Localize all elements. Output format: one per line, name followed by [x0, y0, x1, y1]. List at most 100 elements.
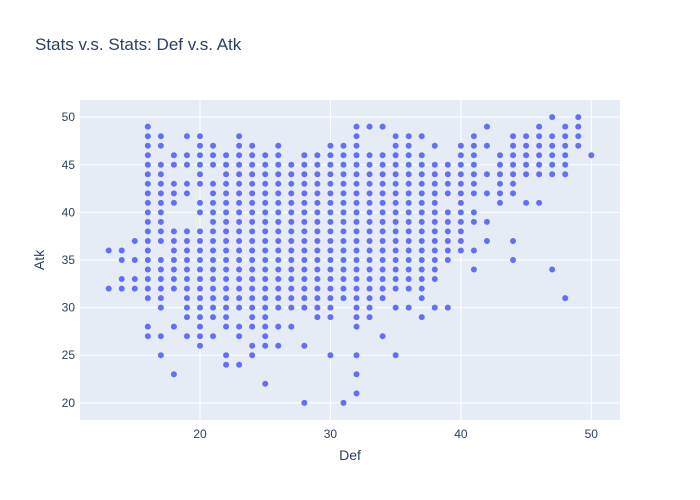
data-point [418, 171, 425, 178]
data-point [223, 314, 230, 321]
y-axis-label: Atk [31, 249, 47, 270]
data-point [144, 142, 151, 149]
data-point [301, 161, 308, 168]
data-point [275, 304, 282, 311]
data-point [340, 152, 347, 159]
data-point [470, 247, 477, 254]
data-point [314, 247, 321, 254]
data-point [314, 209, 321, 216]
data-point [444, 218, 451, 225]
data-point [314, 304, 321, 311]
data-point [223, 276, 230, 283]
data-point [353, 266, 360, 273]
data-point [197, 247, 203, 254]
data-point [301, 199, 308, 206]
data-point [197, 142, 203, 149]
data-point [327, 257, 334, 263]
data-point [483, 123, 490, 130]
data-point [340, 257, 347, 263]
data-point [405, 257, 412, 263]
data-point [197, 295, 203, 302]
data-point [314, 218, 321, 225]
data-point [497, 152, 503, 159]
data-point [144, 266, 151, 273]
data-point [536, 152, 543, 159]
data-point [105, 247, 112, 254]
data-point [353, 133, 360, 140]
data-point [405, 180, 412, 187]
data-point [549, 171, 556, 178]
data-point [210, 237, 217, 244]
data-point [418, 228, 425, 235]
data-point [301, 218, 308, 225]
data-point [405, 247, 412, 254]
data-point [157, 180, 164, 187]
data-point [340, 199, 347, 206]
data-point [236, 133, 243, 140]
data-point [392, 247, 399, 254]
data-point [118, 276, 125, 283]
data-point [170, 152, 177, 159]
data-point [288, 171, 295, 178]
data-point [236, 161, 243, 168]
gridlines [80, 100, 620, 420]
data-point [327, 199, 334, 206]
data-point [418, 152, 425, 159]
data-point [575, 123, 582, 130]
data-point [510, 171, 517, 178]
data-point [144, 190, 151, 197]
data-point [144, 285, 151, 292]
data-point [210, 247, 217, 254]
data-point [249, 171, 256, 178]
data-point [210, 180, 217, 187]
data-point [392, 152, 399, 159]
data-point [379, 276, 386, 283]
data-point [366, 171, 373, 178]
data-point [197, 314, 203, 321]
data-point [157, 276, 164, 283]
data-point [183, 190, 190, 197]
data-point [470, 161, 477, 168]
data-point [366, 257, 373, 263]
data-point [262, 171, 269, 178]
data-point [236, 323, 243, 330]
data-point [197, 133, 203, 140]
data-point [288, 266, 295, 273]
data-point [366, 276, 373, 283]
data-point [444, 190, 451, 197]
data-point [210, 161, 217, 168]
data-point [301, 247, 308, 254]
data-point [418, 180, 425, 187]
data-point [144, 323, 151, 330]
data-point [301, 171, 308, 178]
data-point [275, 161, 282, 168]
data-point [275, 228, 282, 235]
data-point [536, 133, 543, 140]
data-point [392, 161, 399, 168]
data-point [523, 142, 530, 149]
data-point [275, 152, 282, 159]
data-point [262, 304, 269, 311]
data-point [262, 323, 269, 330]
data-point [340, 180, 347, 187]
data-point [392, 257, 399, 263]
data-point [536, 142, 543, 149]
data-point [353, 123, 360, 130]
data-point [523, 152, 530, 159]
data-point [392, 171, 399, 178]
data-point [236, 333, 243, 340]
data-point [379, 161, 386, 168]
data-point [379, 285, 386, 292]
data-point [262, 314, 269, 321]
data-point [431, 190, 438, 197]
data-point [536, 123, 543, 130]
data-point [353, 285, 360, 292]
data-point [144, 171, 151, 178]
y-tick-label: 40 [62, 205, 76, 219]
data-point [353, 314, 360, 321]
data-point [588, 152, 595, 159]
data-point [366, 209, 373, 216]
data-point [523, 133, 530, 140]
data-point [457, 171, 464, 178]
data-point [262, 190, 269, 197]
